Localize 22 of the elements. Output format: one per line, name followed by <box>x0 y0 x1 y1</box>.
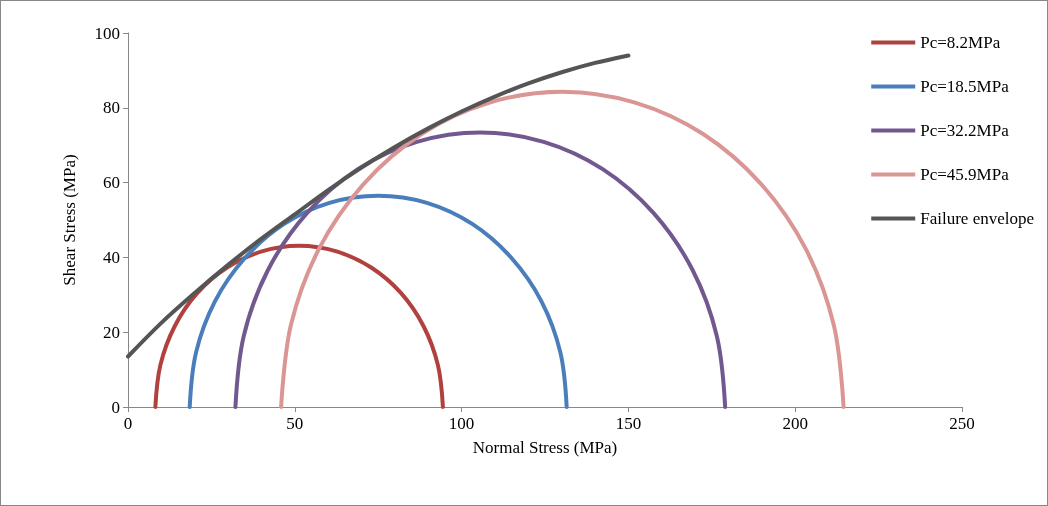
x-tick-label: 150 <box>615 414 642 433</box>
x-tick-label: 100 <box>448 414 475 433</box>
x-tick-label: 200 <box>782 414 808 433</box>
x-tick-label: 0 <box>123 414 133 433</box>
y-tick-label: 20 <box>103 322 120 342</box>
y-tick-label: 0 <box>111 397 120 417</box>
legend-label: Pc=18.5MPa <box>920 77 1010 96</box>
legend-label: Failure envelope <box>920 209 1034 228</box>
line-series <box>187 193 569 409</box>
y-tick-label: 100 <box>94 23 120 43</box>
legend-label: Pc=45.9MPa <box>920 165 1010 184</box>
x-tick-label: 50 <box>286 414 304 433</box>
y-tick-label: 80 <box>103 98 120 118</box>
y-tick-label: 40 <box>103 247 120 267</box>
line-series <box>279 89 846 409</box>
legend-label: Pc=32.2MPa <box>920 121 1010 140</box>
legend-label: Pc=8.2MPa <box>920 33 1001 52</box>
x-tick-label: 250 <box>949 414 975 433</box>
y-tick-label: 60 <box>103 173 120 193</box>
line-series <box>126 53 631 359</box>
x-axis-title: Normal Stress (MPa) <box>472 438 618 457</box>
y-axis-title: Shear Stress (MPa) <box>60 154 79 286</box>
